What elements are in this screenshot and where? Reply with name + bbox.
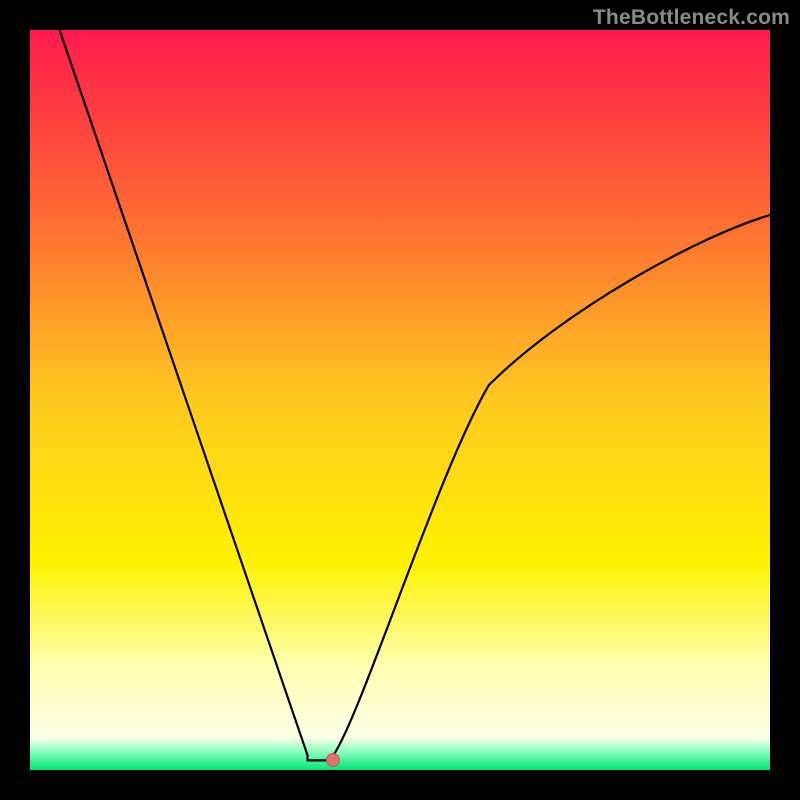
optimum-marker [326, 753, 340, 767]
chart-container: TheBottleneck.com [0, 0, 800, 800]
watermark-text: TheBottleneck.com [593, 6, 790, 30]
plot-area [30, 30, 770, 770]
